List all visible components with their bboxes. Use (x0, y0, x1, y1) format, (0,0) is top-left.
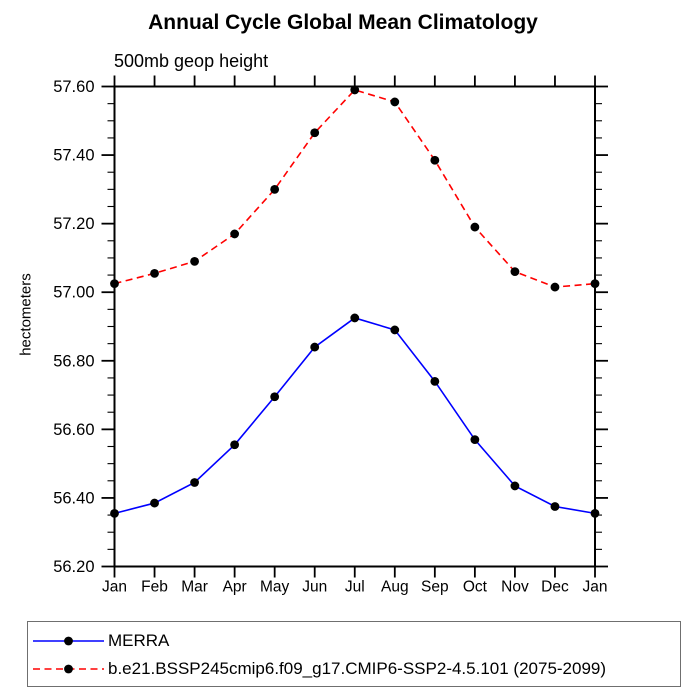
x-tick-label: Jun (302, 579, 327, 596)
data-point-marker (590, 508, 600, 518)
legend-label-merra: MERRA (108, 631, 170, 650)
data-point-marker (230, 229, 240, 239)
data-point-marker (110, 508, 119, 518)
plot-area: 56.20 56.40 56.60 56.80 57.00 57.20 57.40 57.60… (53, 75, 608, 596)
series-line (114, 317, 596, 515)
data-point-marker (150, 498, 159, 508)
data-point-marker (510, 481, 520, 491)
data-point-marker (310, 128, 320, 138)
series-line (114, 89, 596, 288)
x-tick-label: May (260, 579, 290, 596)
x-tick-label: Feb (141, 579, 168, 596)
x-tick-label: Apr (223, 579, 247, 596)
data-point-marker (430, 376, 440, 386)
data-point-marker (390, 97, 400, 107)
data-point-marker (350, 313, 360, 323)
x-tick-label: Jan (583, 579, 608, 596)
data-point-marker (230, 440, 240, 450)
x-tick-label: Sep (421, 579, 449, 596)
data-point-marker (550, 282, 560, 292)
legend-line-sample-model (33, 664, 104, 674)
chart-subtitle: 500mb geop height (114, 51, 269, 71)
plot-frame (113, 85, 596, 568)
y-tick-label: 57.00 (53, 284, 94, 302)
data-point-marker (510, 267, 520, 277)
y-tick-label: 56.80 (53, 352, 94, 370)
y-tick-label: 56.20 (53, 558, 94, 576)
data-point-marker (310, 342, 320, 352)
y-tick-label: 56.60 (53, 421, 94, 439)
data-point-marker (190, 256, 199, 266)
y-tick-label: 57.60 (53, 78, 94, 96)
legend-line-sample-merra (33, 636, 104, 646)
data-point-marker (190, 478, 199, 487)
x-tick-label: Jan (102, 579, 127, 596)
x-ticks: Jan Feb Mar Apr May Jun Jul Aug Sep Oct Nov Dec Jan (102, 75, 608, 596)
data-point-marker (470, 222, 480, 232)
data-point-marker (270, 184, 280, 194)
data-point-marker (590, 279, 600, 289)
legend-marker-dot (64, 664, 73, 674)
legend-item-model: b.e21.BSSP245cmip6.f09_g17.CMIP6-SSP2-4.… (33, 656, 680, 682)
y-tick-label: 57.20 (53, 215, 94, 233)
legend-marker-dot (64, 636, 73, 646)
y-major-ticks: 56.20 56.40 56.60 56.80 57.00 57.20 57.40 57.60 (53, 78, 608, 576)
series-merra (110, 313, 600, 518)
data-point-marker (150, 268, 159, 278)
data-point-marker (390, 325, 400, 335)
chart-title: Annual Cycle Global Mean Climatology (148, 11, 538, 34)
y-minor-ticks (107, 103, 602, 550)
data-point-marker (270, 392, 280, 402)
legend-item-merra: MERRA (33, 628, 680, 654)
data-point-marker (430, 155, 440, 165)
x-tick-label: Jul (345, 579, 365, 596)
x-tick-label: Mar (181, 579, 208, 596)
x-tick-label: Aug (381, 579, 409, 596)
y-tick-label: 56.40 (53, 489, 94, 507)
x-tick-label: Oct (463, 579, 488, 596)
series-model (110, 85, 600, 292)
data-point-marker (470, 435, 480, 445)
data-point-marker (350, 85, 360, 95)
legend-label-model: b.e21.BSSP245cmip6.f09_g17.CMIP6-SSP2-4.… (108, 659, 607, 678)
data-point-marker (110, 279, 119, 289)
x-tick-label: Dec (541, 579, 569, 596)
data-point-marker (550, 502, 560, 511)
y-tick-label: 57.40 (53, 147, 94, 165)
x-tick-label: Nov (501, 579, 529, 596)
legend-box: MERRA b.e21.BSSP245cmip6.f09_g17.CMIP6-S… (27, 621, 681, 687)
